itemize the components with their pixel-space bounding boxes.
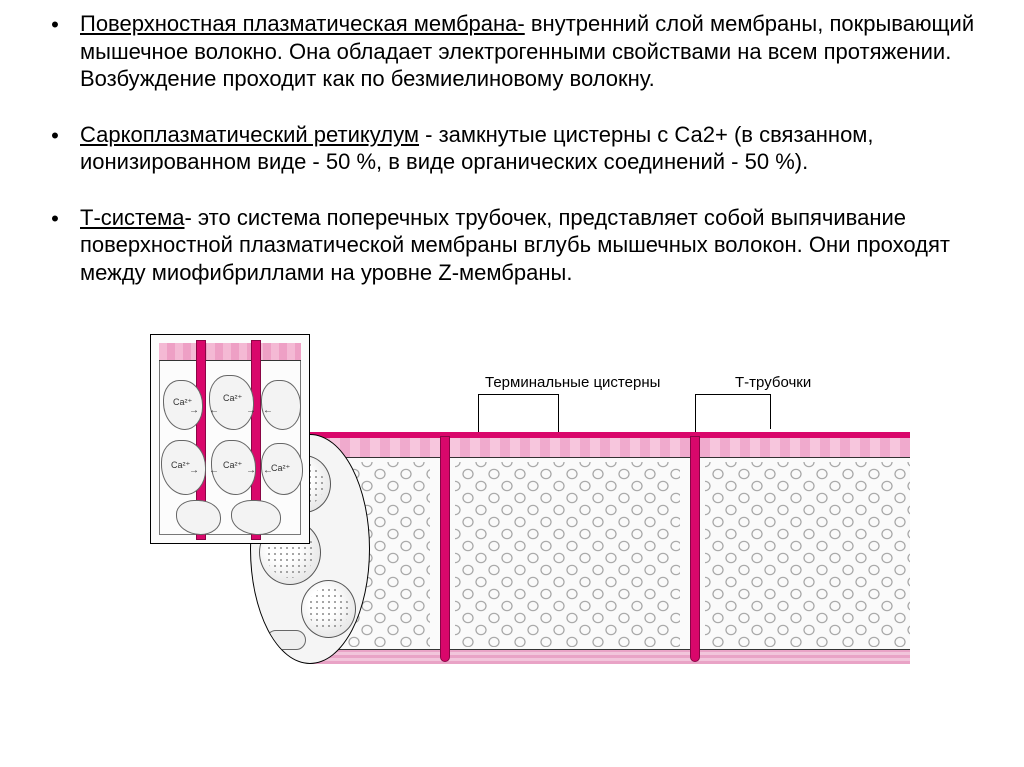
term-rest: - это система поперечных трубочек, предс… <box>80 205 950 285</box>
myofibril <box>301 580 356 638</box>
term-underline: Саркоплазматический ретикулум <box>80 122 419 147</box>
bullet-content: Поверхностная плазматическая мембрана- в… <box>80 10 984 93</box>
callout-line <box>695 394 696 436</box>
t-tubule <box>690 436 700 662</box>
bottom-strip <box>310 649 910 664</box>
ca-label: Ca²⁺ <box>171 460 190 471</box>
t-tubule <box>440 436 450 662</box>
arrow-icon: → <box>189 405 199 416</box>
sr-network <box>455 462 680 647</box>
bullet-item: • Поверхностная плазматическая мембрана-… <box>30 10 984 93</box>
label-t-tubules: Т-трубочки <box>735 374 811 391</box>
bullet-marker: • <box>30 121 80 176</box>
callout-line <box>478 394 558 395</box>
bullet-content: Саркоплазматический ретикулум - замкнуты… <box>80 121 984 176</box>
muscle-fiber-diagram: Терминальные цистерны Т-трубочки Ca <box>150 314 930 674</box>
ca-label: Ca²⁺ <box>223 460 242 471</box>
callout-line <box>770 394 771 429</box>
organelle <box>266 630 306 650</box>
callout-line <box>695 394 770 395</box>
arrow-icon: → <box>189 465 199 476</box>
sr-network <box>705 462 910 647</box>
ca-label: Ca²⁺ <box>271 463 290 474</box>
arrow-icon: ← <box>209 405 219 416</box>
membrane-strip <box>310 438 910 458</box>
term-underline: Поверхностная плазматическая мембрана- <box>80 11 525 36</box>
bullet-item: • Саркоплазматический ретикулум - замкну… <box>30 121 984 176</box>
bullet-marker: • <box>30 10 80 93</box>
term-underline: Т-система <box>80 205 184 230</box>
bullet-content: Т-система- это система поперечных трубоч… <box>80 204 984 287</box>
arrow-icon: → <box>246 465 256 476</box>
bullet-item: • Т-система- это система поперечных труб… <box>30 204 984 287</box>
arrow-icon: → <box>246 405 256 416</box>
diagram-inset: Ca²⁺ Ca²⁺ Ca²⁺ Ca²⁺ Ca²⁺ → ← → ← → ← → ← <box>150 334 310 544</box>
label-terminal-cisternae: Терминальные цистерны <box>485 374 660 391</box>
arrow-icon: ← <box>209 465 219 476</box>
ca-label: Ca²⁺ <box>223 393 242 404</box>
bullet-marker: • <box>30 204 80 287</box>
arrow-icon: ← <box>263 465 273 476</box>
arrow-icon: ← <box>263 405 273 416</box>
inset-membrane <box>159 343 301 361</box>
